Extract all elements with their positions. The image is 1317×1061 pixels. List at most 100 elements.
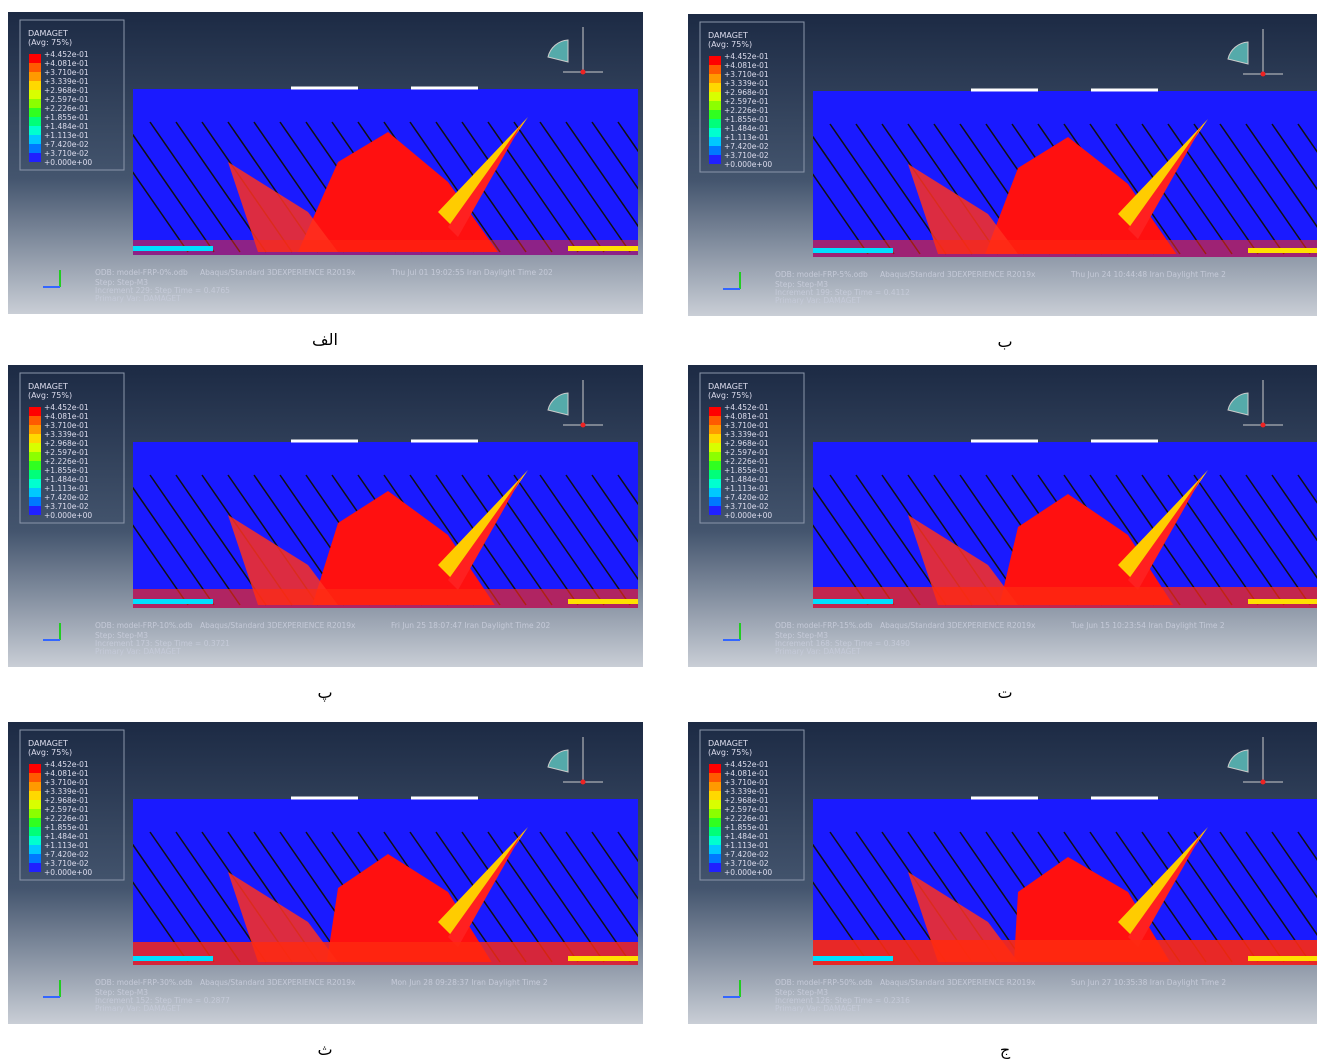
legend-band (29, 54, 41, 63)
primary-var: Primary Var: DAMAGET (95, 294, 181, 303)
legend-value: +3.710e-02 (724, 151, 769, 160)
legend-value: +4.452e-01 (44, 760, 89, 769)
date: Tue Jun 15 10:23:54 Iran Daylight Time 2 (1070, 621, 1225, 630)
legend-title: DAMAGET (708, 382, 748, 391)
legend-band (29, 836, 41, 845)
legend-band (29, 791, 41, 800)
panel-label: ج (955, 1040, 1055, 1059)
legend-band (29, 800, 41, 809)
legend-value: +2.968e-01 (44, 86, 89, 95)
bottom-damage (568, 599, 638, 604)
legend-band (709, 791, 721, 800)
primary-var: Primary Var: DAMAGET (95, 1004, 181, 1013)
legend-band (29, 434, 41, 443)
triad-dot (1261, 72, 1266, 77)
legend-subtitle: (Avg: 75%) (708, 748, 752, 757)
legend-value: +7.420e-02 (724, 493, 769, 502)
legend-band (29, 488, 41, 497)
legend-band (29, 782, 41, 791)
legend-value: +2.968e-01 (724, 439, 769, 448)
bottom-damage (568, 956, 638, 961)
legend-band (709, 425, 721, 434)
legend-value: +2.226e-01 (724, 106, 769, 115)
legend-value: +0.000e+00 (44, 868, 92, 877)
legend-band (29, 452, 41, 461)
primary-var: Primary Var: DAMAGET (775, 647, 861, 656)
legend-band (29, 72, 41, 81)
legend-band (29, 117, 41, 126)
legend-value: +1.113e-01 (724, 133, 769, 142)
software: Abaqus/Standard 3DEXPERIENCE R2019x (200, 268, 356, 277)
primary-var: Primary Var: DAMAGET (775, 296, 861, 305)
abaqus-view: DAMAGET(Avg: 75%)+4.452e-01+4.081e-01+3.… (688, 14, 1317, 316)
legend-band (709, 506, 721, 515)
panel-label: ت (955, 683, 1055, 702)
legend-band (709, 434, 721, 443)
legend-band (709, 56, 721, 65)
legend-value: +3.710e-02 (44, 859, 89, 868)
bottom-damage (133, 246, 213, 251)
legend-value: +1.113e-01 (44, 484, 89, 493)
legend-band (29, 470, 41, 479)
legend-band (29, 506, 41, 515)
legend-value: +1.855e-01 (724, 466, 769, 475)
bottom-damage (133, 942, 638, 965)
legend-band (29, 863, 41, 872)
legend-band (709, 65, 721, 74)
legend-band (709, 836, 721, 845)
bottom-damage (813, 587, 1317, 608)
legend-value: +3.710e-02 (44, 149, 89, 158)
date: Mon Jun 28 09:28:37 Iran Daylight Time 2 (391, 978, 548, 987)
legend-band (709, 845, 721, 854)
legend-subtitle: (Avg: 75%) (28, 38, 72, 47)
legend-band (709, 497, 721, 506)
legend-value: +1.855e-01 (724, 823, 769, 832)
legend-band (709, 764, 721, 773)
legend-band (29, 827, 41, 836)
legend-band (709, 452, 721, 461)
legend-value: +4.452e-01 (44, 50, 89, 59)
bottom-damage (813, 956, 893, 961)
legend-value: +1.113e-01 (44, 131, 89, 140)
legend-band (29, 425, 41, 434)
legend-band (29, 461, 41, 470)
primary-var: Primary Var: DAMAGET (775, 1004, 861, 1013)
legend-band (29, 845, 41, 854)
legend-value: +3.339e-01 (44, 787, 89, 796)
panel-label: پ (275, 683, 375, 702)
panel-label: الف (275, 330, 375, 349)
legend-value: +2.226e-01 (44, 457, 89, 466)
legend-value: +2.226e-01 (44, 104, 89, 113)
legend-value: +1.113e-01 (724, 484, 769, 493)
legend-value: +1.855e-01 (724, 115, 769, 124)
legend-band (709, 863, 721, 872)
legend-value: +2.597e-01 (724, 805, 769, 814)
legend-band (709, 854, 721, 863)
legend-value: +2.597e-01 (724, 448, 769, 457)
legend-value: +1.484e-01 (724, 832, 769, 841)
software: Abaqus/Standard 3DEXPERIENCE R2019x (200, 621, 356, 630)
legend-band (709, 470, 721, 479)
legend-band (709, 74, 721, 83)
legend-band (709, 146, 721, 155)
legend-value: +4.452e-01 (724, 760, 769, 769)
legend-value: +4.081e-01 (724, 412, 769, 421)
legend-title: DAMAGET (28, 382, 68, 391)
date: Sun Jun 27 10:35:38 Iran Daylight Time 2 (1071, 978, 1226, 987)
legend-value: +3.710e-01 (44, 778, 89, 787)
legend-value: +3.710e-02 (724, 502, 769, 511)
legend-band (709, 128, 721, 137)
legend-value: +4.452e-01 (724, 403, 769, 412)
legend-value: +1.484e-01 (44, 475, 89, 484)
bottom-damage (1248, 599, 1317, 604)
legend-value: +1.484e-01 (724, 124, 769, 133)
legend-value: +7.420e-02 (724, 142, 769, 151)
viewport: DAMAGET(Avg: 75%)+4.452e-01+4.081e-01+3.… (8, 12, 643, 314)
legend-value: +4.081e-01 (724, 61, 769, 70)
viewport: DAMAGET(Avg: 75%)+4.452e-01+4.081e-01+3.… (688, 14, 1317, 316)
legend-value: +2.968e-01 (44, 439, 89, 448)
legend-value: +3.339e-01 (44, 77, 89, 86)
abaqus-view: DAMAGET(Avg: 75%)+4.452e-01+4.081e-01+3.… (688, 722, 1317, 1024)
legend-value: +2.597e-01 (44, 448, 89, 457)
abaqus-view: DAMAGET(Avg: 75%)+4.452e-01+4.081e-01+3.… (688, 365, 1317, 667)
